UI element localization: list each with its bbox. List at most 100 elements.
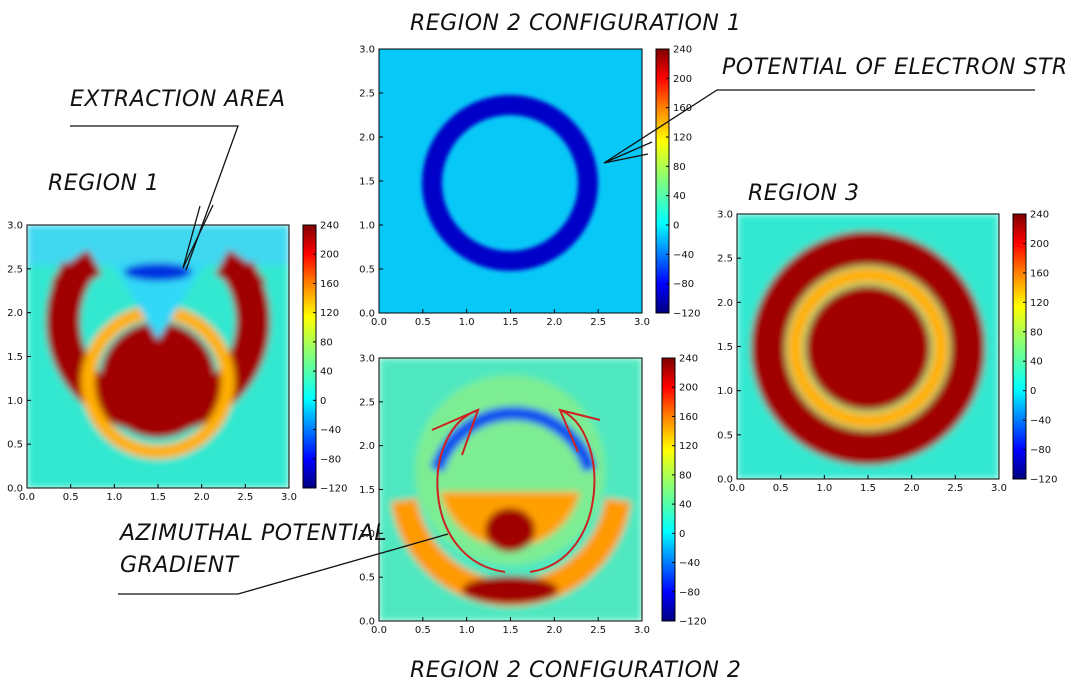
y-tick-label: 0.5 xyxy=(717,430,733,441)
label-region-2-config-2: REGION 2 CONFIGURATION 2 xyxy=(410,658,741,683)
colorbar-ticks-region-1: 240 200 160 120 80 40 0 −40 −80 −120 xyxy=(313,221,347,495)
x-tick-label: 1.5 xyxy=(503,625,519,636)
arrow-left-head xyxy=(431,408,480,456)
arrow-left-curve xyxy=(436,409,506,573)
chart-region-2-config-1: 0.0 0.5 1.0 1.5 2.0 2.5 3.0 0.0 0.5 1.0 1.5 2.0 2.5 3… xyxy=(359,45,700,329)
heatmap-region-2-config-1 xyxy=(379,49,642,313)
heatmap-inner-ring xyxy=(788,268,948,428)
x-tick-label: 0.0 xyxy=(19,492,35,503)
colorbar-tick-label: −40 xyxy=(1030,416,1051,427)
colorbar-ticks-region-2-config-2: 240 200 160 120 80 40 0 −40 −80 −120 xyxy=(672,354,706,628)
x-tick-label: 1.0 xyxy=(459,625,475,636)
heatmap-outer-arc-right xyxy=(214,249,266,300)
colorbar-tick-label: 120 xyxy=(679,441,698,452)
x-tick-label: 2.0 xyxy=(546,625,562,636)
colorbar-tick-label: 160 xyxy=(1030,268,1049,279)
heatmap-outer-ring xyxy=(751,231,985,465)
x-tick-label: 1.5 xyxy=(503,317,519,328)
chart-region-2-config-2: 0.0 0.5 1.0 1.5 2.0 2.5 3.0 0.0 0.5 1.0 1.5 2.0 2.5 3… xyxy=(359,354,706,637)
x-tick-label: 3.0 xyxy=(634,625,650,636)
y-tick-label: 0.0 xyxy=(359,309,375,320)
x-tick-label: 2.5 xyxy=(590,317,606,328)
colorbar-tick-label: 80 xyxy=(320,337,333,348)
colorbar-tick-label: 0 xyxy=(1030,386,1036,397)
colorbar-tick-label: 240 xyxy=(673,45,692,56)
chart-region-1: 0.0 0.5 1.0 1.5 2.0 2.5 3.0 0.0 0.5 1.0 1.5 2.0 2.5 3… xyxy=(7,221,347,504)
x-tick-label: 2.5 xyxy=(947,483,963,494)
heatmap-bottom-blob xyxy=(462,576,558,604)
colorbar-tick-label: 200 xyxy=(679,383,698,394)
label-potential-electron-string: POTENTIAL OF ELECTRON STRING xyxy=(722,55,1065,80)
colorbar-region-2-config-2 xyxy=(661,357,676,622)
colorbar-tick-label: −80 xyxy=(1030,445,1051,456)
x-tick-label: 0.0 xyxy=(371,625,387,636)
label-extraction-area: EXTRACTION AREA xyxy=(70,87,286,112)
x-tick-label: 2.0 xyxy=(904,483,920,494)
colorbar-tick-label: −120 xyxy=(1030,475,1057,486)
colorbar-tick-label: 240 xyxy=(320,221,339,232)
y-tick-label: 1.0 xyxy=(359,529,375,540)
y-tick-label: 1.5 xyxy=(7,352,23,363)
colorbar-ticks-region-3: 240 200 160 120 80 40 0 −40 −80 −120 xyxy=(1023,210,1057,486)
x-tick-label: 3.0 xyxy=(634,317,650,328)
y-tick-label: 2.5 xyxy=(359,397,375,408)
heatmap-electron-string-ring xyxy=(422,95,598,271)
label-region-2-config-1: REGION 2 CONFIGURATION 1 xyxy=(410,11,741,36)
x-tick-label: 3.0 xyxy=(281,492,297,503)
y-tick-label: 2.0 xyxy=(359,133,375,144)
colorbar-tick-label: 200 xyxy=(673,74,692,85)
y-tick-label: 1.5 xyxy=(717,342,733,353)
y-tick-label: 3.0 xyxy=(359,45,375,56)
y-tick-label: 0.5 xyxy=(359,573,375,584)
x-tick-label: 0.5 xyxy=(415,625,431,636)
label-azimuthal-2: GRADIENT xyxy=(120,553,240,578)
heatmap-inner-disk xyxy=(806,286,930,410)
x-tick-label: 1.0 xyxy=(459,317,475,328)
colorbar-tick-label: −40 xyxy=(679,558,700,569)
y-tick-label: 0.5 xyxy=(359,265,375,276)
heatmap-blue-arc xyxy=(430,406,597,473)
heatmap-region-1 xyxy=(27,225,289,488)
colorbar-tick-label: 120 xyxy=(1030,298,1049,309)
label-azimuthal-1: AZIMUTHAL POTENTIAL xyxy=(118,521,387,546)
y-tick-label: 3.0 xyxy=(717,210,733,221)
x-tick-label: 2.5 xyxy=(237,492,253,503)
leader-azimuthal-gradient xyxy=(118,533,449,595)
x-tick-label: 1.0 xyxy=(106,492,122,503)
azimuthal-arrows xyxy=(431,408,601,573)
colorbar-ticks-region-2-config-1: 240 200 160 120 80 40 0 −40 −80 −120 xyxy=(666,45,700,320)
y-tick-label: 1.5 xyxy=(359,485,375,496)
colorbar-tick-label: −40 xyxy=(320,425,341,436)
y-tick-label: 0.5 xyxy=(7,440,23,451)
colorbar-tick-label: 0 xyxy=(679,529,685,540)
axes-region-2-config-2: 0.0 0.5 1.0 1.5 2.0 2.5 3.0 0.0 0.5 1.0 1.5 2.0 2.5 3… xyxy=(359,354,650,637)
chart-region-3: 0.0 0.5 1.0 1.5 2.0 2.5 3.0 0.0 0.5 1.0 1.5 2.0 2.5 3… xyxy=(717,210,1057,495)
colorbar-tick-label: 0 xyxy=(320,396,326,407)
colorbar-region-1 xyxy=(302,224,317,489)
heatmap-center-blob xyxy=(485,508,535,552)
x-tick-label: 0.5 xyxy=(773,483,789,494)
colorbar-tick-label: 80 xyxy=(679,470,692,481)
x-tick-label: 0.0 xyxy=(729,483,745,494)
x-tick-label: 0.0 xyxy=(371,317,387,328)
y-tick-label: 1.0 xyxy=(717,386,733,397)
arrow-right-head xyxy=(558,408,601,453)
y-tick-label: 0.0 xyxy=(359,617,375,628)
colorbar-tick-label: 80 xyxy=(1030,327,1043,338)
heatmap-top-band xyxy=(27,225,289,265)
heatmap-extraction-blob xyxy=(124,263,192,281)
axes-region-2-config-1: 0.0 0.5 1.0 1.5 2.0 2.5 3.0 0.0 0.5 1.0 1.5 2.0 2.5 3… xyxy=(359,45,650,329)
x-tick-label: 1.0 xyxy=(816,483,832,494)
label-region-1: REGION 1 xyxy=(48,171,160,196)
colorbar-tick-label: −40 xyxy=(673,250,694,261)
colorbar-tick-label: −120 xyxy=(673,309,700,320)
x-tick-label: 0.5 xyxy=(415,317,431,328)
colorbar-tick-label: 40 xyxy=(673,191,686,202)
label-region-3: REGION 3 xyxy=(748,181,860,206)
heatmap-background xyxy=(379,49,642,313)
y-tick-label: 0.0 xyxy=(717,475,733,486)
colorbar-tick-label: −80 xyxy=(679,587,700,598)
colorbar-tick-label: 200 xyxy=(320,250,339,261)
colorbar-tick-label: 240 xyxy=(679,354,698,365)
colorbar-tick-label: 120 xyxy=(673,133,692,144)
